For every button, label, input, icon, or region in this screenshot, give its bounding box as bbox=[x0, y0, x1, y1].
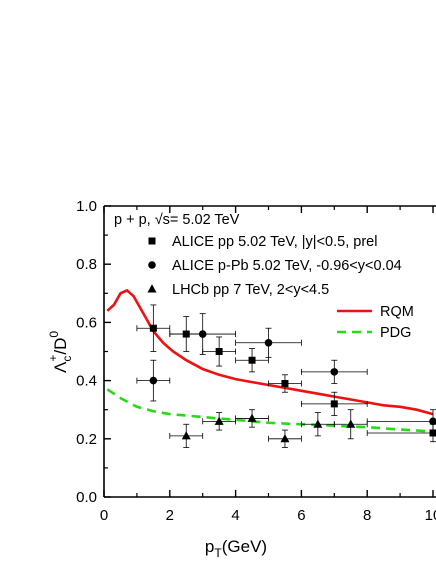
x-tick-label: 4 bbox=[231, 507, 239, 524]
x-tick-label: 8 bbox=[363, 507, 371, 524]
marker-triangle bbox=[247, 413, 257, 422]
chart-annotation: p + p, √s= 5.02 TeV bbox=[114, 212, 240, 228]
marker-circle bbox=[198, 330, 207, 338]
marker-circle bbox=[330, 368, 339, 376]
data-point-triangle bbox=[300, 412, 335, 437]
marker-triangle bbox=[181, 431, 191, 440]
legend-label: ALICE p-Pb 5.02 TeV, -0.96<y<0.04 bbox=[172, 258, 402, 274]
curve-rqm bbox=[106, 288, 434, 416]
data-point-square bbox=[202, 336, 237, 367]
marker-circle bbox=[149, 376, 158, 385]
marker-square bbox=[330, 400, 338, 408]
x-axis-title: pT(GeV) bbox=[205, 537, 267, 560]
x-tick-label: 10 bbox=[425, 507, 436, 524]
y-tick-label: 0.0 bbox=[76, 489, 97, 506]
marker-square bbox=[149, 324, 157, 332]
data-point-circle bbox=[169, 313, 237, 355]
data-point-square bbox=[235, 348, 269, 373]
legend-marker-triangle bbox=[147, 284, 157, 293]
y-tick-label: 0.6 bbox=[76, 314, 97, 331]
x-tick-label: 0 bbox=[100, 507, 108, 524]
data-point-square bbox=[136, 304, 171, 352]
marker-triangle bbox=[214, 416, 224, 425]
marker-triangle bbox=[313, 419, 323, 428]
data-point-circle bbox=[300, 359, 368, 384]
curve-pdg bbox=[106, 388, 434, 433]
data-point-square bbox=[300, 391, 368, 416]
marker-triangle bbox=[346, 419, 356, 428]
data-point-circle bbox=[235, 327, 302, 358]
y-tick-label: 1.0 bbox=[76, 198, 97, 215]
legend-marker-circle bbox=[148, 261, 156, 269]
y-tick-label: 0.2 bbox=[76, 431, 97, 448]
y-axis-title: Λc+/D0 bbox=[46, 331, 74, 373]
marker-square bbox=[281, 380, 289, 388]
marker-circle bbox=[429, 417, 436, 426]
data-point-triangle bbox=[268, 429, 302, 448]
data-point-triangle bbox=[169, 423, 204, 448]
legend-label: PDG bbox=[380, 325, 411, 341]
marker-square bbox=[248, 356, 256, 364]
marker-triangle bbox=[280, 434, 290, 443]
data-point-triangle bbox=[333, 409, 368, 440]
data-point-circle bbox=[366, 409, 436, 434]
legend-label: ALICE pp 5.02 TeV, |y|<0.5, prel bbox=[172, 234, 377, 250]
legend-marker-square bbox=[148, 237, 156, 245]
marker-circle bbox=[264, 338, 273, 347]
data-point-square bbox=[268, 374, 302, 393]
legend-label: LHCb pp 7 TeV, 2<y<4.5 bbox=[172, 282, 329, 298]
legend-label: RQM bbox=[380, 304, 414, 320]
x-tick-label: 6 bbox=[297, 507, 305, 524]
y-tick-label: 0.8 bbox=[76, 256, 97, 273]
marker-square bbox=[215, 348, 223, 355]
data-point-triangle bbox=[202, 412, 237, 431]
data-point-triangle bbox=[235, 409, 269, 428]
y-tick-label: 0.4 bbox=[76, 373, 97, 390]
data-point-circle bbox=[136, 359, 171, 402]
x-tick-label: 2 bbox=[166, 507, 174, 524]
